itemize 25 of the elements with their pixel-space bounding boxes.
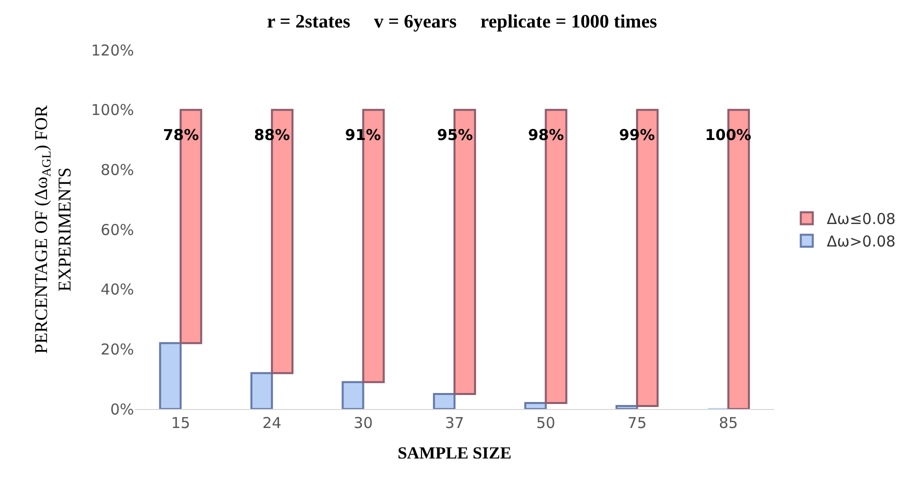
data-label: 99% — [619, 126, 655, 144]
x-tick-label: 24 — [262, 414, 282, 432]
x-tick-label: 30 — [354, 414, 373, 432]
chart-title: r = 2states v = 6years replicate = 1000 times — [266, 12, 658, 33]
y-tick-label: 120% — [91, 41, 134, 60]
y-tick-label: 0% — [110, 400, 134, 418]
x-tick-label: 15 — [171, 414, 190, 432]
y-tick-label: 60% — [100, 220, 134, 239]
data-label: 78% — [163, 126, 199, 144]
x-tick-label: 75 — [628, 414, 647, 432]
x-tick-label: 37 — [444, 414, 464, 432]
data-label: 98% — [528, 126, 564, 144]
legend-label: Δω≤0.08 — [826, 210, 896, 228]
y-tick-label: 80% — [100, 160, 134, 179]
data-label: 95% — [437, 126, 473, 144]
data-label: 100% — [705, 126, 752, 144]
x-tick-label: 85 — [718, 414, 738, 432]
y-tick-label: 20% — [100, 340, 134, 358]
data-label: 91% — [345, 126, 381, 144]
x-tick-label: 50 — [536, 414, 556, 432]
y-tick-label: 100% — [91, 101, 134, 120]
y-tick-label: 40% — [100, 280, 134, 299]
x-axis-title: SAMPLE SIZE — [398, 443, 512, 462]
data-label: 88% — [254, 126, 290, 144]
legend-label: Δω>0.08 — [826, 232, 896, 251]
